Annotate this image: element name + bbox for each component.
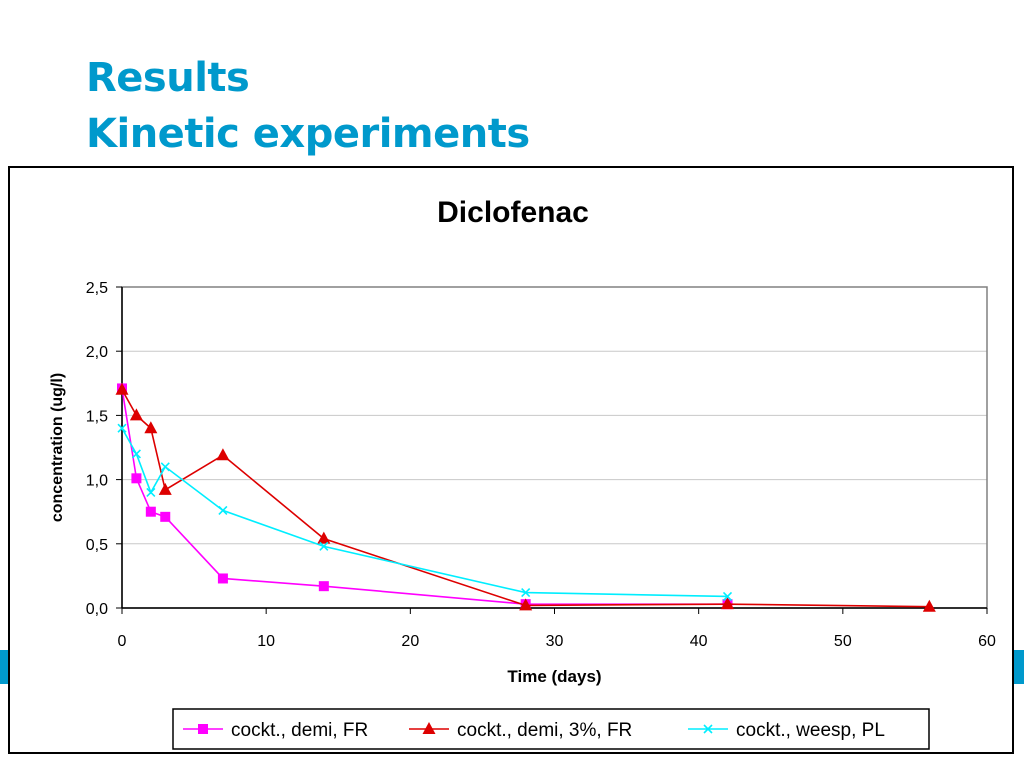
- y-axis-label: concentration (ug/l): [49, 373, 66, 522]
- x-tick-label: 10: [257, 633, 275, 650]
- series-2-point: [144, 421, 158, 434]
- series-3-point: [218, 505, 228, 515]
- y-tick-label: 1,0: [86, 473, 108, 490]
- chart-frame: Diclofenac 0,0 0,5 1,0 1,5 2,0 2,5 0 10 20 30 40 50…: [8, 166, 1014, 754]
- series-2-point: [115, 382, 129, 395]
- series-1-point: [217, 573, 228, 584]
- x-marker-stroke: [160, 462, 170, 472]
- series-2-point: [129, 408, 143, 421]
- series-1-point: [160, 511, 171, 522]
- series-3-point: [160, 462, 170, 472]
- chart-svg: Diclofenac 0,0 0,5 1,0 1,5 2,0 2,5 0 10 20 30 40 50…: [49, 196, 996, 750]
- x-marker-stroke: [117, 423, 127, 433]
- y-tick-label: 0,5: [86, 537, 108, 554]
- legend-marker-3: [703, 724, 713, 734]
- series-2-point: [519, 598, 533, 611]
- x-axis-label: Time (days): [507, 667, 601, 686]
- left-accent-bar: [0, 650, 10, 684]
- series-1-point: [131, 473, 142, 484]
- axis-layer: 0,0 0,5 1,0 1,5 2,0 2,5 0 10 20 30 40 50 60: [86, 280, 996, 650]
- x-marker-stroke: [722, 591, 733, 602]
- x-tick-label: 30: [546, 633, 564, 650]
- series-3-point: [117, 423, 127, 433]
- chart-title: Diclofenac: [437, 196, 589, 229]
- series-1-line: [121, 388, 728, 605]
- x-tick-label: 40: [690, 633, 708, 650]
- legend-marker-2: [422, 722, 436, 734]
- series-2-line: [121, 389, 930, 608]
- x-tick-label: 0: [118, 633, 127, 650]
- x-marker-stroke: [218, 505, 228, 515]
- series-2-point: [158, 482, 172, 495]
- y-tick-label: 1,5: [86, 408, 108, 425]
- series-2-point: [721, 597, 734, 610]
- x-tick-label: 60: [978, 633, 996, 650]
- legend-box: [172, 708, 930, 750]
- series-3-point: [131, 449, 141, 459]
- x-marker-stroke: [131, 449, 141, 459]
- series-3-point: [521, 588, 531, 598]
- series-3: [117, 423, 733, 602]
- series-2-point: [216, 448, 230, 461]
- series-2: [115, 382, 936, 612]
- legend: cockt., demi, FR cockt., demi, 3%, FR cock…: [172, 708, 930, 750]
- x-marker-stroke: [146, 487, 156, 498]
- series-3-point: [722, 591, 733, 602]
- series-2-point: [317, 531, 331, 544]
- grid-layer: [122, 350, 987, 545]
- x-marker-stroke: [521, 588, 531, 598]
- x-marker-stroke: [319, 541, 329, 551]
- series-1-point: [145, 506, 156, 517]
- series-1: [117, 383, 733, 610]
- series-layer: [115, 382, 936, 612]
- series-3-point: [146, 487, 156, 498]
- x-marker-stroke: [703, 724, 713, 734]
- series-2-point: [922, 599, 936, 612]
- y-tick-label: 2,0: [86, 344, 108, 361]
- legend-label-3: cockt., weesp, PL: [736, 720, 885, 741]
- legend-label-2: cockt., demi, 3%, FR: [457, 720, 632, 741]
- series-1-point: [318, 581, 329, 592]
- legend-label-1: cockt., demi, FR: [231, 720, 368, 741]
- series-3-line: [121, 427, 728, 598]
- plot-area: [121, 286, 988, 609]
- slide-title: Results Kinetic experiments: [86, 50, 530, 162]
- slide-title-line-2: Kinetic experiments: [86, 111, 530, 157]
- series-3-point: [319, 541, 329, 551]
- x-tick-label: 50: [834, 633, 852, 650]
- right-accent-bar: [1012, 650, 1024, 684]
- legend-marker-1: [198, 724, 208, 734]
- y-tick-label: 2,5: [86, 280, 108, 297]
- x-tick-label: 20: [401, 633, 419, 650]
- slide-title-line-1: Results: [86, 55, 250, 101]
- y-tick-label: 0,0: [86, 601, 108, 618]
